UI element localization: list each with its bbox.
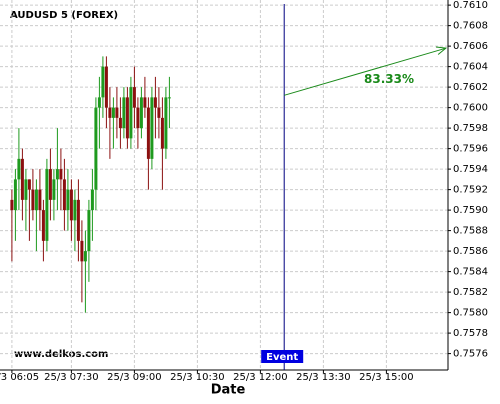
candle-body (115, 107, 119, 118)
candle-body (90, 189, 94, 211)
candle-body (101, 66, 105, 98)
candle-body (157, 107, 161, 118)
candle-body (153, 97, 157, 108)
y-tick-label: 0.7576 (453, 349, 488, 360)
candle-body (160, 117, 164, 149)
candle-body (129, 87, 133, 139)
y-tick-label: 0.7594 (453, 164, 488, 175)
candle-body (125, 97, 129, 139)
x-tick-label: 25/3 13:30 (296, 372, 350, 383)
candle-body (69, 189, 73, 221)
candle-body (59, 169, 63, 180)
chart-title: AUDUSD 5 (FOREX) (10, 10, 118, 21)
candle-body (150, 97, 154, 159)
candle-body (94, 107, 98, 190)
candle-body (143, 97, 147, 108)
prediction-label: 83.33% (364, 72, 414, 86)
watermark: www.delkos.com (14, 349, 108, 360)
candle-body (55, 169, 59, 180)
candle-body (97, 97, 101, 108)
y-tick-label: 0.7592 (453, 185, 488, 196)
x-tick-label: 25/3 09:00 (107, 372, 161, 383)
event-label: Event (266, 352, 298, 363)
candle-body (80, 240, 84, 262)
y-tick-label: 0.7604 (453, 62, 488, 73)
y-tick-label: 0.7588 (453, 226, 488, 237)
y-tick-label: 0.7578 (453, 328, 488, 339)
y-tick-label: 0.7598 (453, 123, 488, 134)
candle-body (83, 251, 87, 262)
candle-body (10, 199, 14, 211)
x-tick-label: 25/3 06:05 (0, 372, 39, 383)
candle-body (73, 199, 77, 221)
candle-body (34, 189, 38, 211)
y-tick-label: 0.7606 (453, 41, 488, 52)
candle-body (52, 179, 56, 200)
candle-body (118, 117, 122, 129)
y-tick-label: 0.7582 (453, 287, 488, 298)
candle-body (27, 179, 31, 190)
candle-body (13, 179, 17, 211)
candle-body (48, 169, 52, 200)
candle-body (76, 199, 80, 241)
y-tick-label: 0.7600 (453, 103, 488, 114)
candle-body (38, 189, 42, 211)
candle-body (66, 189, 70, 211)
candle-body (111, 107, 115, 118)
candle-body (104, 66, 108, 108)
prediction-arrow (284, 47, 447, 96)
candle-body (164, 97, 168, 149)
candle-body (17, 158, 21, 180)
candle-body (167, 97, 171, 99)
candle-body (108, 107, 112, 118)
arrow-head (435, 46, 448, 55)
y-tick-label: 0.7610 (453, 0, 488, 11)
y-tick-label: 0.7602 (453, 82, 488, 93)
event-box (261, 350, 304, 363)
candle-body (122, 97, 126, 129)
x-tick-label: 25/3 10:30 (170, 372, 224, 383)
candle-body (132, 87, 136, 108)
y-tick-label: 0.7590 (453, 205, 488, 216)
candle-body (146, 107, 150, 159)
candle-body (139, 97, 143, 129)
candle-body (136, 107, 140, 129)
candle-body (41, 210, 45, 241)
candle-body (62, 179, 66, 211)
x-tick-label: 25/3 07:30 (44, 372, 98, 383)
candle-body (20, 158, 24, 200)
y-tick-label: 0.7608 (453, 21, 488, 32)
y-tick-label: 0.7596 (453, 144, 488, 155)
candle-body (31, 189, 35, 211)
candle-body (45, 169, 49, 241)
x-tick-label: 25/3 12:00 (233, 372, 287, 383)
candle-body (87, 210, 91, 252)
x-axis-label: Date (211, 383, 246, 398)
y-tick-label: 0.7584 (453, 267, 488, 278)
x-tick-label: 25/3 15:00 (359, 372, 413, 383)
candle-body (24, 179, 28, 200)
y-tick-label: 0.7586 (453, 246, 488, 257)
y-tick-label: 0.7580 (453, 308, 488, 319)
